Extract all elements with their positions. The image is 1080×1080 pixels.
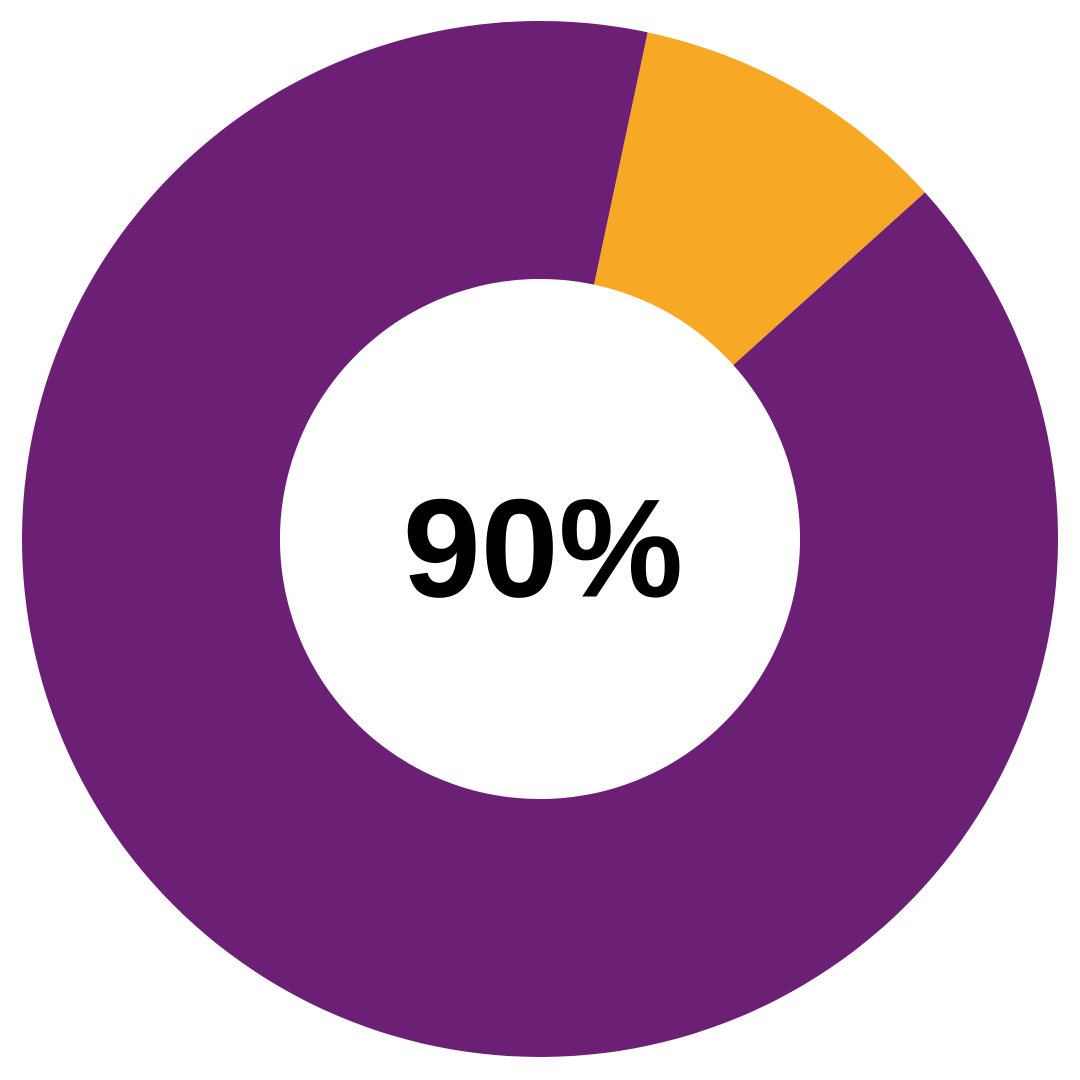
donut-segment	[22, 21, 1059, 1058]
donut-segments-group	[22, 21, 1059, 1058]
center-percentage-label: 90%	[403, 470, 683, 627]
donut-segment	[594, 32, 925, 365]
